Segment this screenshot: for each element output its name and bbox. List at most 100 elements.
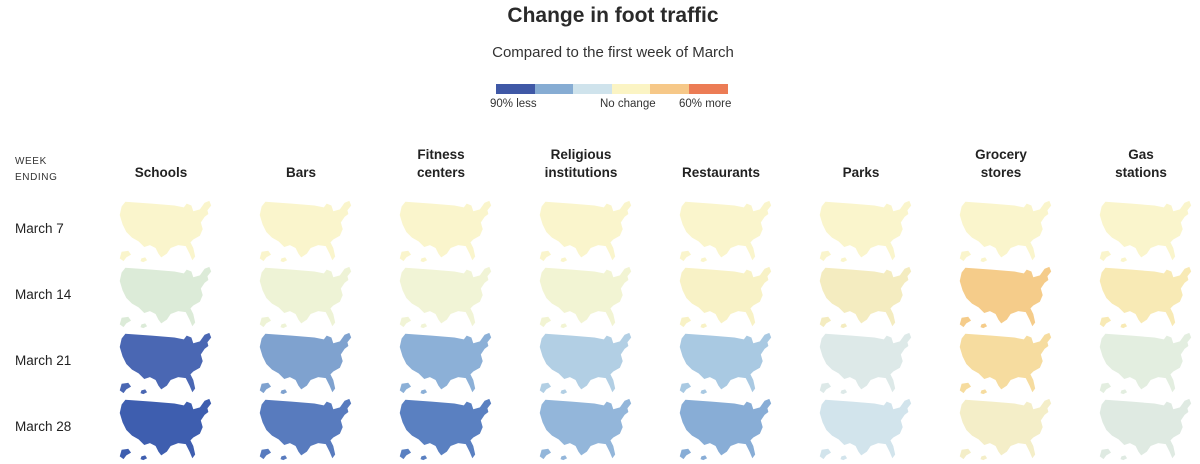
- us-choropleth-map: [1099, 332, 1192, 395]
- contiguous-us-shape: [539, 200, 632, 261]
- alaska-shape: [399, 382, 412, 394]
- hawaii-shape: [700, 455, 708, 461]
- alaska-shape: [959, 448, 972, 460]
- alaska-shape: [539, 316, 552, 328]
- column-header-line: Religious: [550, 147, 612, 162]
- color-legend: 90% less No change 60% more: [490, 84, 732, 114]
- alaska-shape: [399, 448, 412, 460]
- us-choropleth-map: [819, 200, 912, 263]
- legend-swatch-2: [573, 84, 612, 94]
- contiguous-us-shape: [539, 266, 632, 327]
- contiguous-us-shape: [819, 332, 912, 393]
- column-header-3: Religious institutions: [506, 146, 656, 182]
- us-choropleth-map: [399, 200, 492, 263]
- hawaii-shape: [1120, 389, 1128, 395]
- contiguous-us-shape: [399, 200, 492, 261]
- us-choropleth-map: [119, 266, 212, 329]
- hawaii-shape: [420, 389, 428, 395]
- hawaii-shape: [980, 323, 988, 329]
- hawaii-shape: [1120, 455, 1128, 461]
- column-header-line: Fitness: [417, 147, 465, 162]
- hawaii-shape: [420, 455, 428, 461]
- contiguous-us-shape: [679, 266, 772, 327]
- us-choropleth-map: [679, 200, 772, 263]
- hawaii-shape: [700, 257, 708, 263]
- hawaii-shape: [700, 323, 708, 329]
- alaska-shape: [679, 250, 692, 262]
- alaska-shape: [1099, 316, 1112, 328]
- contiguous-us-shape: [959, 266, 1052, 327]
- us-choropleth-map: [119, 332, 212, 395]
- week-header-line-2: ENDING: [15, 172, 58, 183]
- us-choropleth-map: [119, 398, 212, 461]
- us-choropleth-map: [959, 332, 1052, 395]
- hawaii-shape: [840, 389, 848, 395]
- legend-swatch-5: [688, 84, 728, 94]
- alaska-shape: [259, 448, 272, 460]
- contiguous-us-shape: [679, 398, 772, 459]
- alaska-shape: [119, 316, 132, 328]
- alaska-shape: [119, 250, 132, 262]
- contiguous-us-shape: [259, 332, 352, 393]
- hawaii-shape: [140, 323, 148, 329]
- column-header-5: Parks: [786, 164, 936, 182]
- contiguous-us-shape: [119, 266, 212, 327]
- hawaii-shape: [980, 389, 988, 395]
- alaska-shape: [819, 448, 832, 460]
- column-header-line: centers: [416, 165, 466, 180]
- legend-swatch-1: [534, 84, 574, 94]
- contiguous-us-shape: [679, 332, 772, 393]
- contiguous-us-shape: [959, 398, 1052, 459]
- alaska-shape: [819, 316, 832, 328]
- alaska-shape: [679, 382, 692, 394]
- week-header-line-1: WEEK: [15, 156, 47, 167]
- hawaii-shape: [980, 455, 988, 461]
- legend-label-less: 90% less: [490, 98, 537, 110]
- column-header-line: Bars: [285, 165, 317, 180]
- us-choropleth-map: [399, 266, 492, 329]
- us-choropleth-map: [119, 200, 212, 263]
- hawaii-shape: [280, 257, 288, 263]
- contiguous-us-shape: [1099, 200, 1192, 261]
- alaska-shape: [959, 250, 972, 262]
- legend-label-nochange: No change: [600, 98, 656, 110]
- hawaii-shape: [140, 257, 148, 263]
- row-label-week: March 14: [15, 287, 72, 302]
- hawaii-shape: [980, 257, 988, 263]
- us-choropleth-map: [679, 398, 772, 461]
- hawaii-shape: [560, 323, 568, 329]
- hawaii-shape: [420, 323, 428, 329]
- alaska-shape: [959, 316, 972, 328]
- column-header-line: Gas: [1128, 147, 1154, 162]
- alaska-shape: [119, 448, 132, 460]
- alaska-shape: [1099, 448, 1112, 460]
- alaska-shape: [679, 316, 692, 328]
- us-choropleth-map: [259, 200, 352, 263]
- contiguous-us-shape: [959, 332, 1052, 393]
- column-header-line: stations: [1115, 165, 1167, 180]
- contiguous-us-shape: [539, 398, 632, 459]
- us-choropleth-map: [259, 332, 352, 395]
- us-choropleth-map: [259, 266, 352, 329]
- alaska-shape: [819, 382, 832, 394]
- alaska-shape: [679, 448, 692, 460]
- alaska-shape: [539, 382, 552, 394]
- hawaii-shape: [560, 389, 568, 395]
- legend-swatch-4: [650, 84, 689, 94]
- column-header-line: Schools: [134, 165, 188, 180]
- contiguous-us-shape: [119, 332, 212, 393]
- column-header-line: Grocery: [975, 147, 1027, 162]
- us-choropleth-map: [819, 398, 912, 461]
- contiguous-us-shape: [819, 266, 912, 327]
- legend-label-more: 60% more: [679, 98, 732, 110]
- alaska-shape: [539, 250, 552, 262]
- contiguous-us-shape: [1099, 398, 1192, 459]
- hawaii-shape: [840, 323, 848, 329]
- column-header-line: Parks: [842, 165, 880, 180]
- us-choropleth-map: [539, 266, 632, 329]
- chart-title: Change in foot traffic: [507, 4, 719, 27]
- chart-subtitle: Compared to the first week of March: [492, 44, 734, 61]
- us-choropleth-map: [1099, 266, 1192, 329]
- hawaii-shape: [280, 455, 288, 461]
- alaska-shape: [119, 382, 132, 394]
